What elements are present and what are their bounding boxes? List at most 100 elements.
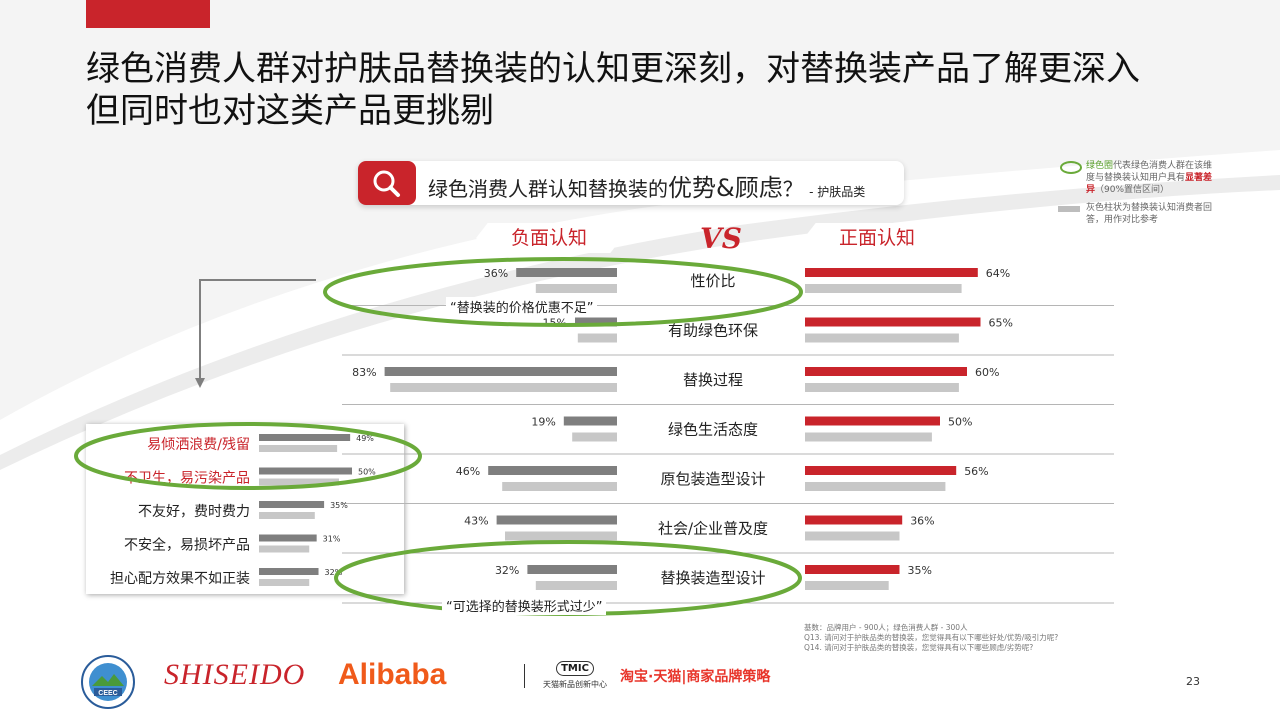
negative-bar (384, 367, 617, 376)
detail-compare-bar (259, 512, 315, 519)
detail-compare-bar (259, 445, 338, 452)
detail-category-label: 不安全，易损坏产品 (124, 537, 250, 554)
positive-bar (805, 317, 981, 327)
title-line-1: 绿色消费人群对护肤品替换装的认知更深刻，对替换装产品了解更深入 (86, 49, 1140, 89)
green-circle-icon (1060, 161, 1082, 174)
question-suffix: ？ (782, 177, 803, 201)
footnote: 基数：品牌用户 - 900人；绿色消费人群 - 300人 Q13. 请问对于护肤… (804, 623, 1104, 653)
positive-bar (805, 466, 957, 475)
positive-compare-bar (805, 383, 959, 392)
detail-compare-bar (259, 579, 310, 586)
legend-green-text: 代表绿色消费人群在该维度与替换装认知用户具有 (1086, 161, 1213, 183)
tmic-logo: TMIC 天猫新品创新中心 (540, 656, 610, 690)
negative-value-label: 46% (456, 465, 480, 478)
positive-value-label: 50% (948, 416, 972, 429)
negative-bar (516, 268, 617, 277)
logo-separator (524, 664, 525, 688)
grey-bar-icon (1058, 206, 1080, 212)
positive-compare-bar (805, 482, 946, 491)
negative-value-label: 32% (495, 564, 519, 577)
negative-bar (496, 515, 617, 525)
footnote-base: 基数：品牌用户 - 900人；绿色消费人群 - 300人 (804, 623, 968, 632)
positive-compare-bar (805, 284, 962, 293)
positive-value-label: 56% (964, 465, 988, 478)
negative-compare-bar (535, 581, 617, 590)
detail-value-label: 49% (356, 434, 374, 443)
alibaba-logo: Alibaba (338, 658, 447, 691)
highlight-oval-detail (74, 422, 422, 490)
negative-bar (488, 466, 617, 475)
legend-green-label: 绿色圈 (1086, 161, 1114, 171)
legend-grey-text: 灰色柱状为替换装认知消费者回答，用作对比参考 (1086, 203, 1213, 225)
logo-strip: CEEC SHISEIDO Alibaba TMIC 天猫新品创新中心 淘宝·天… (0, 640, 1280, 710)
footnote-q13: Q13. 请问对于护肤品类的替换装，您觉得具有以下哪些好处/优势/吸引力呢? (804, 633, 1059, 642)
negative-bar (575, 317, 617, 327)
category-label: 绿色生活态度 (668, 421, 758, 439)
negative-compare-bar (390, 383, 617, 392)
page-title: 绿色消费人群对护肤品替换装的认知更深刻，对替换装产品了解更深入 但同时也对这类产… (86, 48, 1196, 132)
detail-category-label: 担心配方效果不如正装 (110, 571, 250, 587)
positive-bar (805, 416, 940, 426)
positive-bar (805, 268, 978, 277)
highlight-oval-price (323, 257, 803, 327)
detail-bar (259, 501, 325, 508)
detail-bar (259, 434, 351, 441)
positive-compare-bar (805, 432, 932, 442)
legend-grey-row: 灰色柱状为替换装认知消费者回答，用作对比参考 (1058, 202, 1218, 226)
tmic-subtitle: 天猫新品创新中心 (543, 680, 607, 689)
negative-bar (527, 565, 617, 574)
detail-bar (259, 534, 317, 542)
positive-value-label: 65% (989, 317, 1013, 330)
tmic-mark: TMIC (556, 661, 594, 676)
vs-mark: VS (700, 222, 742, 255)
connector-line (199, 279, 316, 380)
detail-compare-bar (259, 478, 339, 486)
connector-arrow-icon (195, 378, 205, 388)
positive-bar (805, 367, 967, 376)
positive-compare-bar (805, 581, 889, 590)
positive-bar (805, 515, 903, 525)
negative-compare-bar (505, 531, 617, 541)
question-text: 绿色消费人群认知替换装的优势&顾虑？ - 护肤品类 (428, 168, 865, 203)
legend-confidence: （90%置信区间） (1095, 185, 1170, 195)
shiseido-logo: SHISEIDO (164, 658, 306, 691)
negative-value-label: 19% (531, 416, 555, 429)
legend-green-row: 绿色圈代表绿色消费人群在该维度与替换装认知用户具有显著差异（90%置信区间） (1058, 160, 1218, 196)
question-prefix: 绿色消费人群认知替换装的 (428, 177, 668, 201)
negative-compare-bar (535, 284, 617, 293)
category-label: 性价比 (690, 272, 735, 290)
legend: 绿色圈代表绿色消费人群在该维度与替换装认知用户具有显著差异（90%置信区间） 灰… (1058, 160, 1218, 232)
negative-compare-bar (502, 482, 617, 491)
negative-compare-bar (572, 432, 617, 442)
ceec-logo: CEEC (81, 655, 135, 709)
category-label: 社会/企业普及度 (658, 520, 768, 538)
question-emphasis: 优势&顾虑 (668, 174, 783, 202)
positive-value-label: 35% (908, 564, 932, 577)
quote-format: “可选择的替换装形式过少” (442, 596, 607, 615)
question-box: 绿色消费人群认知替换装的优势&顾虑？ - 护肤品类 (358, 161, 904, 205)
top-accent-bar (86, 0, 210, 28)
positive-value-label: 64% (986, 267, 1010, 280)
detail-bar (259, 467, 352, 475)
negative-value-label: 43% (464, 515, 488, 528)
taobao-tmall-logo: 淘宝·天猫|商家品牌策略 (620, 669, 771, 685)
detail-bar (259, 568, 319, 575)
detail-value-label: 32% (325, 568, 343, 577)
positive-tag: 正面认知 (804, 223, 950, 253)
positive-value-label: 60% (975, 366, 999, 379)
positive-bar (805, 565, 900, 574)
positive-compare-bar (805, 531, 900, 541)
positive-compare-bar (805, 333, 959, 343)
negative-value-label: 83% (352, 366, 376, 379)
title-line-2: 但同时也对这类产品更挑剔 (86, 91, 494, 131)
category-label: 原包装造型设计 (660, 470, 765, 488)
category-label: 替换装造型设计 (660, 569, 765, 587)
positive-value-label: 36% (910, 515, 934, 528)
detail-value-label: 50% (358, 468, 376, 477)
category-label: 替换过程 (683, 371, 743, 389)
negative-bar (563, 416, 617, 426)
negative-tag: 负面认知 (476, 223, 622, 253)
footnote-q14: Q14. 请问对于护肤品类的替换装，您觉得具有以下哪些顾虑/劣势呢? (804, 643, 1034, 652)
